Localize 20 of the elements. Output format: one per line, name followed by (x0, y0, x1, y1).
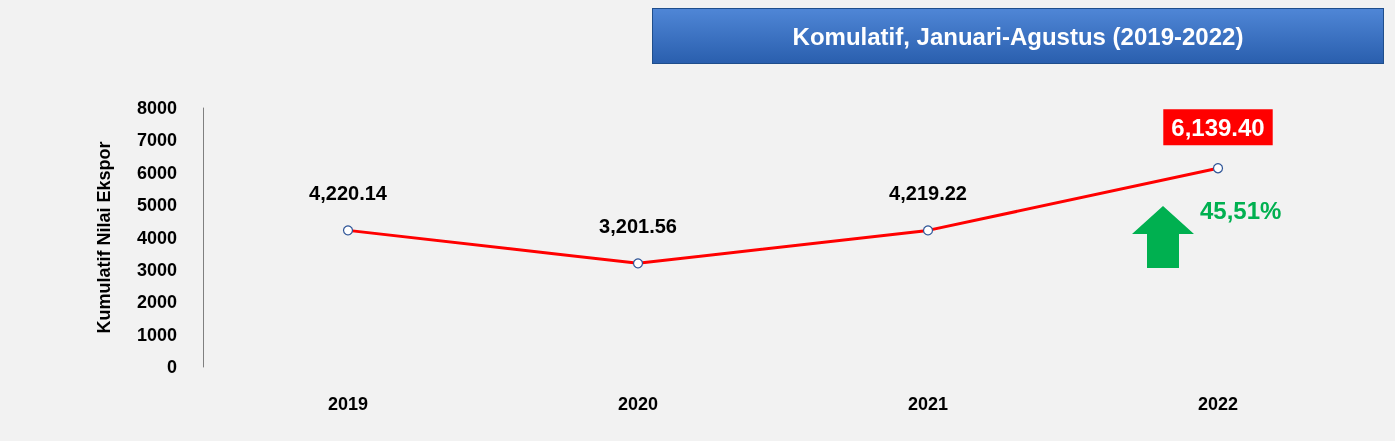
y-tick-label: 8000 (136, 98, 177, 118)
y-tick-label: 0 (166, 357, 177, 377)
y-tick-label: 4000 (136, 227, 177, 248)
data-label: 6,139.40 (1171, 113, 1265, 141)
x-tick-label: 2022 (1197, 394, 1239, 414)
data-label: 4,219.22 (889, 182, 967, 205)
y-tick-label: 6000 (136, 162, 177, 183)
y-tick-label: 2000 (136, 292, 177, 313)
data-label: 3,201.56 (599, 215, 677, 238)
y-axis-title: Kumulatif Nilai Ekspor (94, 141, 114, 334)
x-tick-label: 2021 (907, 394, 949, 414)
y-tick-label: 1000 (136, 324, 177, 345)
data-label: 4,220.14 (309, 182, 388, 205)
annotation: 45,51% (1200, 196, 1282, 224)
chart-title: Komulatif, Januari-Agustus (2019-2022) (652, 8, 1384, 64)
x-tick-label: 2019 (327, 394, 369, 414)
y-tick-label: 3000 (136, 259, 177, 280)
y-tick-label: 5000 (136, 195, 177, 216)
y-tick-label: 7000 (136, 130, 177, 151)
x-tick-label: 2020 (617, 394, 659, 414)
